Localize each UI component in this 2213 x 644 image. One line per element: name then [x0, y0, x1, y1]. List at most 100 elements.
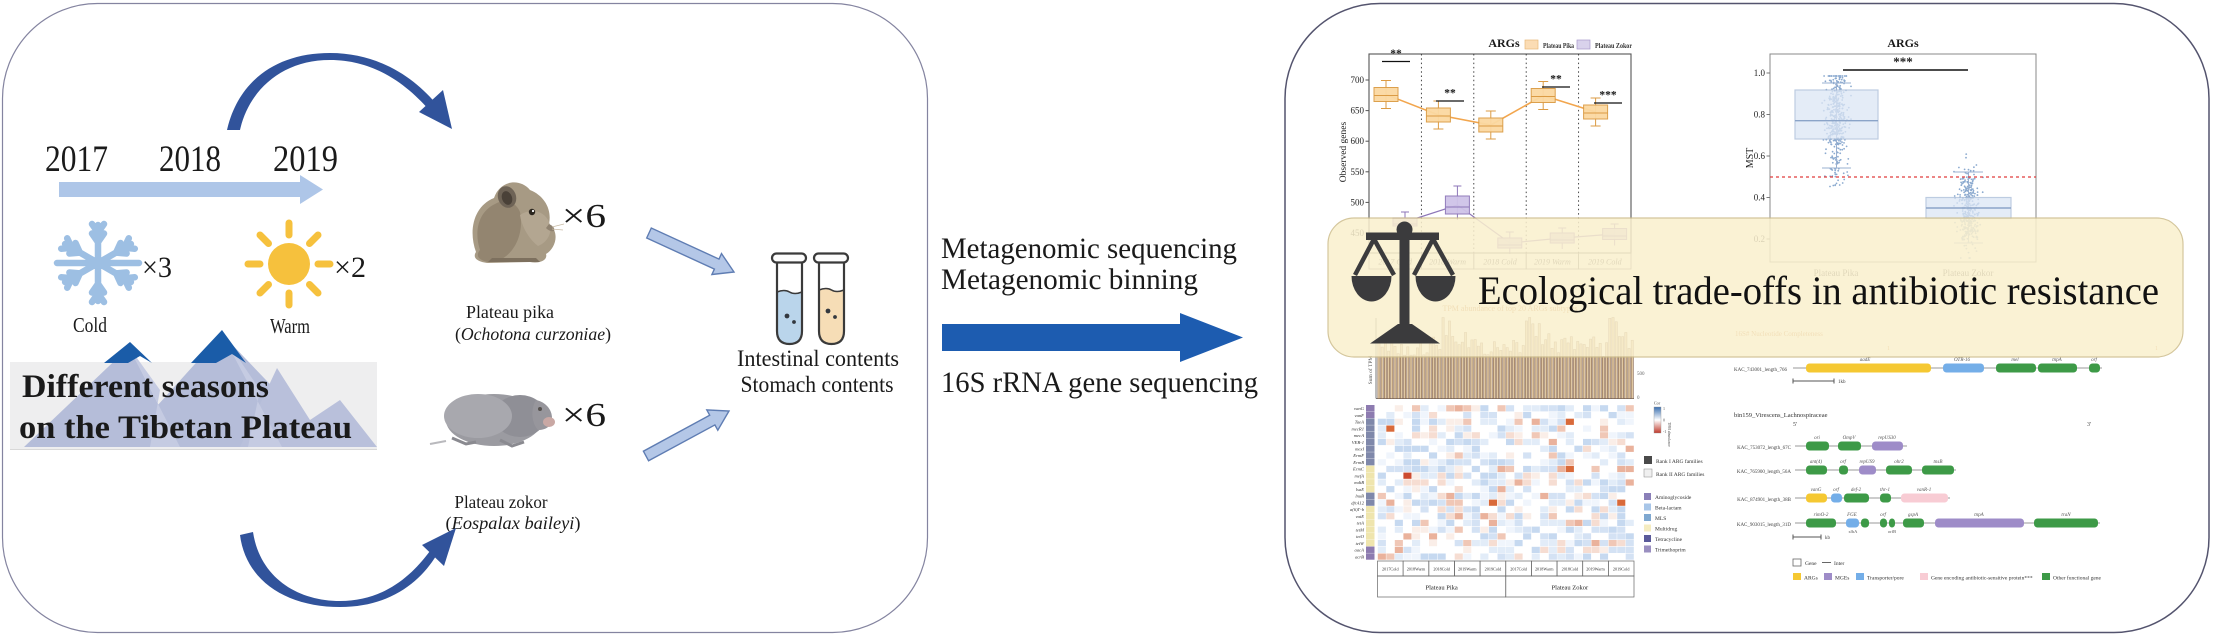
- svg-text:Inter: Inter: [1834, 561, 1845, 567]
- svg-text:tnpA: tnpA: [1974, 513, 1984, 518]
- svg-text:mefA: mefA: [1355, 473, 1365, 478]
- svg-text:KAC_753072_length_67C: KAC_753072_length_67C: [1737, 446, 1792, 451]
- svg-text:***: ***: [1599, 90, 1617, 102]
- svg-text:orf: orf: [1880, 513, 1886, 518]
- svg-text:Tetracycline: Tetracycline: [1655, 537, 1683, 543]
- svg-text:Cold: Cold: [73, 313, 107, 337]
- svg-text:Plateau Zokor: Plateau Zokor: [1595, 43, 1632, 50]
- svg-text:5': 5': [1793, 422, 1797, 428]
- svg-text:KAC_874901_length_38B: KAC_874901_length_38B: [1737, 498, 1792, 503]
- svg-text:Metagenomic sequencing: Metagenomic sequencing: [941, 232, 1237, 265]
- svg-text:×6: ×6: [562, 397, 606, 434]
- svg-text:mel: mel: [2011, 358, 2019, 363]
- svg-text:Plateau Zokor: Plateau Zokor: [1552, 585, 1589, 592]
- svg-text:Other functional gene: Other functional gene: [2053, 575, 2102, 582]
- svg-text:0.4: 0.4: [1754, 193, 1766, 203]
- svg-text:Multidrug: Multidrug: [1655, 527, 1678, 533]
- svg-text:×2: ×2: [334, 251, 366, 284]
- svg-text:0: 0: [1663, 418, 1665, 423]
- svg-text:-1: -1: [1663, 429, 1666, 434]
- svg-text:**: **: [1390, 48, 1402, 60]
- svg-text:MLS: MLS: [1655, 516, 1666, 522]
- svg-text:**: **: [1550, 74, 1562, 86]
- svg-text:vanF: vanF: [1355, 413, 1365, 418]
- svg-text:(Ochotona curzoniae): (Ochotona curzoniae): [455, 324, 611, 345]
- svg-text:ARGs: ARGs: [1488, 36, 1520, 50]
- svg-text:Intestinal contents: Intestinal contents: [737, 346, 899, 371]
- svg-text:(Eospalax baileyi): (Eospalax baileyi): [446, 513, 581, 534]
- svg-text:MGEs: MGEs: [1835, 576, 1849, 582]
- svg-text:550: 550: [1351, 167, 1365, 177]
- svg-text:ARGs: ARGs: [1804, 576, 1818, 582]
- svg-text:Plateau Pika: Plateau Pika: [1425, 585, 1457, 592]
- svg-text:ori: ori: [1814, 436, 1820, 441]
- svg-text:Plateau pika: Plateau pika: [466, 302, 554, 322]
- svg-text:ARGs: ARGs: [1887, 36, 1919, 50]
- svg-text:2018Warm: 2018Warm: [1407, 567, 1426, 572]
- svg-text:600: 600: [1351, 136, 1365, 146]
- svg-text:mexI: mexI: [1355, 446, 1364, 451]
- svg-text:KAC_903015_length_31D: KAC_903015_length_31D: [1737, 523, 1792, 528]
- svg-text:aadE: aadE: [1860, 358, 1871, 363]
- svg-text:orf: orf: [1840, 460, 1846, 465]
- svg-text:rimO-2: rimO-2: [1814, 513, 1829, 518]
- svg-text:gspA: gspA: [1908, 513, 1919, 518]
- svg-text:Plateau Pika: Plateau Pika: [1543, 43, 1574, 50]
- svg-text:on the Tibetan Plateau: on the Tibetan Plateau: [19, 410, 352, 446]
- svg-text:TaeA: TaeA: [1355, 420, 1364, 425]
- svg-text:repUS9: repUS9: [1859, 460, 1875, 465]
- svg-text:vanG: vanG: [1811, 488, 1822, 493]
- svg-text:thr-1: thr-1: [1880, 488, 1890, 493]
- svg-text:mecR1: mecR1: [1352, 426, 1365, 431]
- svg-text:Ecological trade-offs in antib: Ecological trade-offs in antibiotic resi…: [1478, 268, 2159, 313]
- svg-text:Stomach contents: Stomach contents: [741, 372, 894, 397]
- svg-text:0: 0: [1637, 396, 1640, 401]
- svg-text:1.0: 1.0: [1754, 68, 1766, 78]
- svg-text:2018Warm: 2018Warm: [1535, 567, 1554, 572]
- svg-text:ohr2: ohr2: [1894, 460, 1904, 465]
- svg-text:tetM: tetM: [1356, 527, 1366, 532]
- svg-text:2019Warm: 2019Warm: [1586, 567, 1605, 572]
- svg-text:kb: kb: [1825, 536, 1831, 541]
- svg-text:***: ***: [1893, 54, 1913, 69]
- svg-text:acrB: acrB: [1355, 554, 1364, 559]
- svg-text:ErmB: ErmB: [1352, 460, 1364, 465]
- svg-text:2019Cold: 2019Cold: [1485, 567, 1502, 572]
- svg-text:0.6: 0.6: [1754, 151, 1766, 161]
- svg-text:FGE: FGE: [1846, 513, 1857, 518]
- svg-text:Rank II ARG families: Rank II ARG families: [1656, 471, 1704, 478]
- svg-text:0.8: 0.8: [1754, 110, 1766, 120]
- svg-text:vatE: vatE: [1356, 514, 1365, 519]
- svg-text:2018: 2018: [159, 139, 221, 180]
- svg-text:vanG: vanG: [1354, 406, 1365, 411]
- svg-text:2018Cold: 2018Cold: [1562, 567, 1579, 572]
- svg-text:tetA: tetA: [1357, 521, 1365, 526]
- svg-text:KAC_743001_length_766: KAC_743001_length_766: [1734, 368, 1788, 373]
- svg-text:500: 500: [1351, 197, 1365, 207]
- svg-text:2017Cold: 2017Cold: [1382, 567, 1399, 572]
- svg-text:ErmF: ErmF: [1352, 453, 1364, 458]
- svg-text:500: 500: [1637, 372, 1645, 377]
- svg-text:Transporter/pore: Transporter/pore: [1867, 576, 1904, 582]
- svg-text:tetW: tetW: [1356, 541, 1366, 546]
- svg-text:1: 1: [1663, 406, 1665, 411]
- svg-text:orfB: orfB: [1888, 529, 1896, 534]
- svg-text:Metagenomic binning: Metagenomic binning: [941, 263, 1198, 296]
- svg-text:700: 700: [1351, 75, 1365, 85]
- svg-text:1kb: 1kb: [1838, 380, 1846, 385]
- svg-text:aacA: aacA: [1355, 548, 1365, 553]
- svg-text:2019Cold: 2019Cold: [1613, 567, 1630, 572]
- svg-text:orf: orf: [2091, 358, 2097, 363]
- svg-text:2017: 2017: [45, 139, 108, 180]
- svg-text:sfbA: sfbA: [1849, 529, 1858, 534]
- svg-text:orf: orf: [1833, 488, 1839, 493]
- svg-text:Cor: Cor: [1654, 401, 1661, 406]
- svg-text:lnuB: lnuB: [1355, 494, 1364, 499]
- svg-text:tnpA: tnpA: [2052, 358, 2062, 363]
- svg-text:16S rRNA gene sequencing: 16S rRNA gene sequencing: [941, 366, 1258, 399]
- svg-text:**: **: [1444, 88, 1456, 100]
- svg-text:lsaE: lsaE: [1356, 487, 1364, 492]
- svg-text:repUS30: repUS30: [1878, 436, 1896, 441]
- svg-text:vanR-1: vanR-1: [1917, 488, 1931, 493]
- svg-text:650: 650: [1351, 106, 1365, 116]
